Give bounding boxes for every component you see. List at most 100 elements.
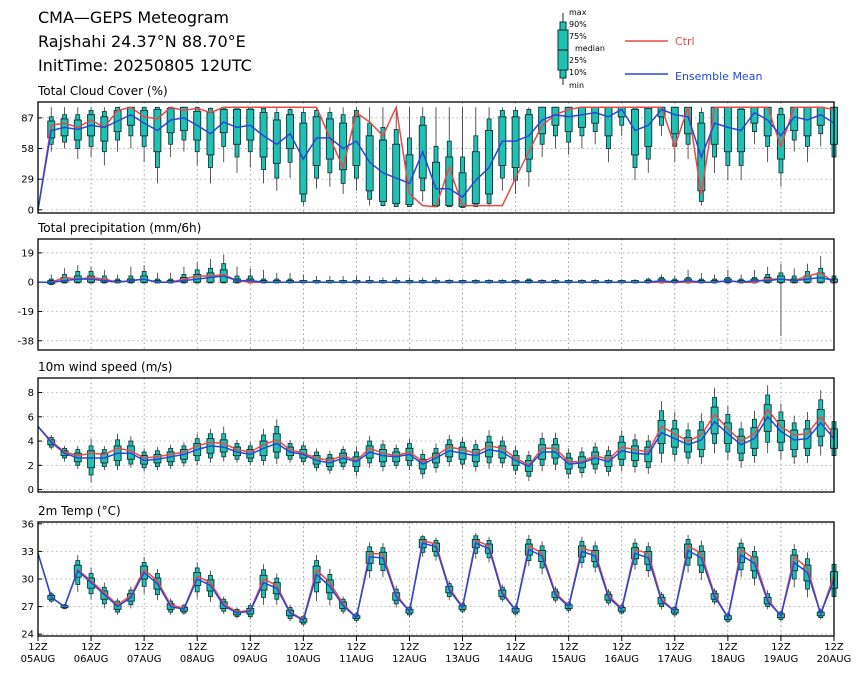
box-0-27: [392, 107, 401, 208]
box-0-10: [166, 106, 175, 157]
box-upper-tail: [314, 451, 320, 457]
box-upper-tail: [168, 447, 174, 453]
box-upper-tail: [407, 443, 412, 449]
panel-0: Total Cloud Cover (%) 0 29 58 87: [21, 84, 838, 216]
box-lower-tail: [314, 463, 320, 469]
box-lower-tail: [261, 156, 266, 171]
box-lower-tail: [380, 563, 386, 572]
box-upper-tail: [778, 107, 784, 116]
box-upper-tail: [274, 426, 280, 435]
box-lower-tail: [778, 441, 784, 452]
box-lower-tail: [765, 135, 771, 147]
box-lower-tail: [805, 135, 810, 147]
box-1-59: [816, 255, 825, 284]
box-lower-tail: [645, 145, 651, 160]
ytick-label: 19: [21, 248, 34, 259]
box-upper-tail: [539, 545, 545, 551]
box-upper-tail: [393, 129, 399, 145]
box-upper-tail: [261, 569, 266, 576]
ytick-label: 2: [28, 461, 34, 472]
box-lower-tail: [367, 457, 373, 464]
box-lower-tail: [526, 470, 532, 477]
box-0-34: [485, 107, 494, 207]
box-0-26: [378, 107, 387, 207]
box-upper-tail: [791, 275, 797, 280]
box-lower-tail: [592, 463, 598, 470]
box-lower-tail: [128, 458, 134, 465]
box-lower-tail: [645, 461, 651, 469]
box-upper-tail: [420, 116, 426, 126]
box-upper-tail: [208, 433, 213, 440]
xtick-date: 08AUG: [180, 654, 215, 665]
box-upper-tail: [300, 112, 306, 124]
box-lower-tail: [353, 165, 359, 179]
box-lower-tail: [208, 154, 213, 168]
box-lower-tail: [380, 200, 386, 207]
box-iqr: [511, 116, 520, 168]
box-lower-tail: [75, 139, 81, 149]
box-iqr: [591, 106, 600, 124]
box-upper-tail: [88, 445, 94, 452]
box-lower-tail: [154, 462, 160, 467]
box-lower-tail: [261, 455, 266, 461]
box-lower-tail: [685, 133, 691, 145]
box-iqr: [670, 106, 679, 135]
box-iqr: [405, 154, 414, 205]
xtick-date: 19AUG: [764, 654, 799, 665]
xtick-hour: 12Z: [506, 642, 526, 653]
box-upper-tail: [566, 452, 572, 459]
box-upper-tail: [632, 542, 638, 549]
box-iqr: [644, 107, 653, 147]
box-0-51: [710, 106, 719, 173]
box-upper-tail: [407, 137, 412, 156]
ytick-label: 36: [21, 519, 34, 530]
box-lower-tail: [261, 589, 266, 598]
box-upper-tail: [446, 140, 452, 158]
box-lower-tail: [88, 587, 94, 595]
xtick-date: 15AUG: [551, 654, 586, 665]
box-upper-tail: [75, 270, 81, 277]
box-iqr: [577, 106, 586, 128]
box-lower-tail: [274, 451, 280, 459]
xtick-hour: 12Z: [612, 642, 632, 653]
xtick-hour: 12Z: [771, 642, 791, 653]
box-upper-tail: [553, 438, 558, 446]
box-lower-tail: [592, 122, 598, 133]
box-lower-tail: [208, 590, 213, 597]
box-upper-tail: [208, 267, 213, 274]
box-lower-tail: [499, 457, 505, 464]
box-lower-tail: [791, 449, 797, 458]
box-upper-tail: [194, 438, 200, 444]
box-0-41: [577, 106, 586, 149]
legend-p90: [559, 21, 567, 31]
box-upper-tail: [526, 455, 532, 461]
box-0-40: [564, 106, 573, 155]
box-lower-tail: [101, 140, 107, 153]
xtick-hour: 12Z: [294, 642, 314, 653]
xtick-hour: 12Z: [718, 642, 738, 653]
box-2-51: [710, 387, 719, 454]
panel-frame-1: [37, 238, 835, 351]
box-upper-tail: [486, 118, 492, 131]
box-upper-tail: [619, 435, 625, 443]
box-upper-tail: [685, 539, 691, 545]
box-lower-tail: [327, 466, 333, 471]
header-init-time: InitTime: 20250805 12UTC: [38, 56, 252, 75]
box-lower-tail: [725, 151, 731, 166]
panel-title-0: Total Cloud Cover (%): [37, 84, 168, 98]
box-upper-tail: [659, 410, 664, 421]
box-upper-tail: [645, 440, 651, 448]
box-upper-tail: [367, 440, 373, 447]
panel-1: Total precipitation (mm/6h) -38 -19 0 19: [18, 221, 838, 351]
box-upper-tail: [380, 444, 386, 450]
box-lower-tail: [221, 132, 227, 147]
box-upper-tail: [141, 270, 147, 277]
box-upper-tail: [539, 438, 545, 446]
box-upper-tail: [698, 112, 704, 124]
legend-label-3: median: [575, 44, 605, 53]
box-lower-tail: [818, 435, 824, 447]
box-lower-tail: [513, 464, 518, 471]
box-lower-tail: [247, 139, 253, 153]
box-lower-tail: [340, 169, 346, 184]
xtick-date: 09AUG: [233, 654, 268, 665]
